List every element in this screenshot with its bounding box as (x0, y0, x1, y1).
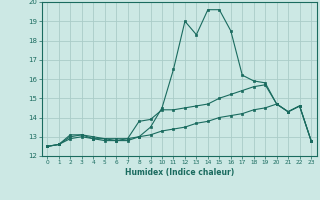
X-axis label: Humidex (Indice chaleur): Humidex (Indice chaleur) (124, 168, 234, 177)
